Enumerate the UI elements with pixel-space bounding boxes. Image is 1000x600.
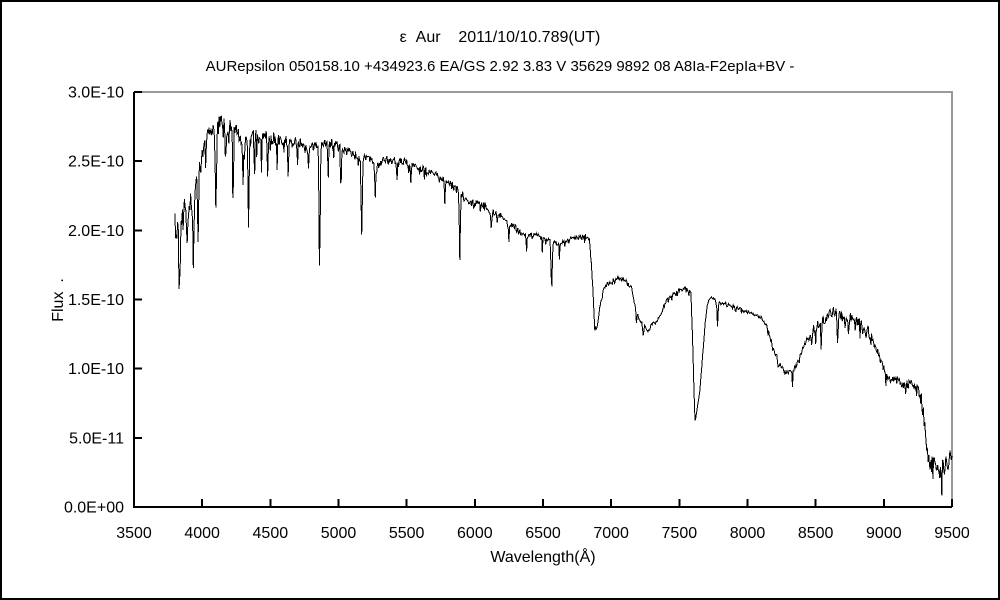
chart-title: ε Aur 2011/10/10.789(UT)	[399, 29, 601, 46]
plot-frame-top-right	[134, 91, 953, 507]
y-tick-label-5.0E-11: 5.0E-11	[69, 430, 124, 447]
x-tick-label-8500: 8500	[798, 525, 834, 542]
x-tick-label-5000: 5000	[321, 525, 357, 542]
y-tick-label-3.0E-10: 3.0E-10	[68, 85, 124, 102]
x-tick-label-6000: 6000	[457, 525, 493, 542]
y-tick-label-1.5E-10: 1.5E-10	[68, 292, 124, 309]
x-tick-label-9000: 9000	[866, 525, 902, 542]
spectrum-line	[174, 115, 953, 496]
x-tick-label-3500: 3500	[116, 525, 152, 542]
y-tick-label-2.5E-10: 2.5E-10	[68, 154, 124, 171]
y-tick-label-1.0E-10: 1.0E-10	[68, 361, 124, 378]
x-axis-label: Wavelength(Å)	[490, 549, 596, 566]
x-tick-label-4500: 4500	[253, 525, 289, 542]
x-tick-label-5500: 5500	[389, 525, 425, 542]
y-tick-label-2.0E-10: 2.0E-10	[68, 223, 124, 240]
x-tick-label-8000: 8000	[730, 525, 766, 542]
y-tick-label-0.0E+00: 0.0E+00	[64, 500, 124, 517]
x-tick-label-9500: 9500	[934, 525, 970, 542]
x-tick-label-6500: 6500	[525, 525, 561, 542]
x-tick-label-7000: 7000	[593, 525, 629, 542]
x-tick-label-7500: 7500	[662, 525, 698, 542]
chart-subtitle: AURepsilon 050158.10 +434923.6 EA/GS 2.9…	[205, 58, 795, 75]
x-tick-label-4000: 4000	[184, 525, 220, 542]
